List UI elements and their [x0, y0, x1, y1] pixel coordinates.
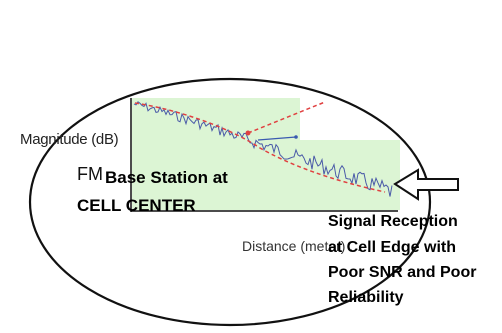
fm-label: FM [77, 164, 103, 184]
y-axis-label: Magnitude (dB) [20, 131, 119, 148]
cell-edge-label-line3: Poor SNR and Poor [328, 264, 477, 281]
pointer-line [257, 136, 297, 141]
measured-signal-line [133, 101, 393, 197]
cell-boundary-ellipse [28, 77, 432, 327]
cell-edge-label-line2: at Cell Edge with [328, 239, 457, 256]
base-station-label-line1: Base Station at [105, 168, 228, 187]
base-station-label-line2: CELL CENTER [77, 196, 196, 215]
cell-edge-label-line4: Reliability [328, 289, 404, 306]
cell-edge-label-line1: Signal Reception [328, 213, 458, 230]
pointer-dot [294, 135, 298, 139]
x-axis-label: Distance (meter) ... [242, 238, 362, 254]
cell-edge-arrow [393, 168, 459, 201]
breakpoint-marker [245, 130, 251, 136]
fitted-trend-line [134, 102, 386, 193]
